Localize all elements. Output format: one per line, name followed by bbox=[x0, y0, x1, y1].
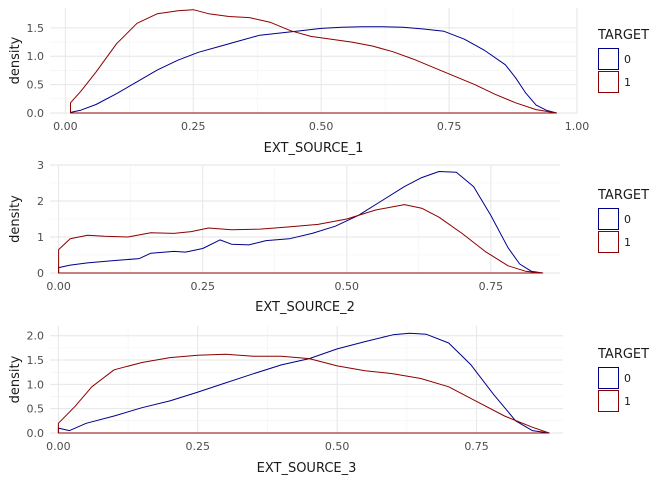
legend-title: TARGET bbox=[597, 28, 649, 43]
legend: TARGET 0 1 bbox=[597, 28, 649, 93]
x-axis-title: EXT_SOURCE_2 bbox=[255, 300, 355, 315]
x-tick-label: 0.25 bbox=[190, 280, 215, 293]
x-tick-label: 0.00 bbox=[46, 440, 71, 453]
legend-title: TARGET bbox=[597, 188, 649, 203]
legend-label: 0 bbox=[624, 53, 631, 66]
x-tick-label: 0.50 bbox=[325, 440, 350, 453]
y-tick-label: 0.0 bbox=[27, 107, 45, 120]
y-axis-title: density bbox=[8, 355, 23, 403]
y-tick-label: 0.5 bbox=[27, 79, 45, 92]
y-tick-label: 2.0 bbox=[27, 330, 45, 343]
panel-3: 0.00 0.25 0.50 0.75 0.0 0.5 1.0 1.5 2.0 EXT_SOURC… bbox=[8, 326, 649, 476]
legend-title: TARGET bbox=[597, 347, 649, 362]
y-tick-label: 0.0 bbox=[27, 427, 45, 440]
legend: TARGET 0 1 bbox=[597, 347, 649, 412]
x-tick-label: 1.00 bbox=[565, 120, 590, 133]
density-curve-target-1 bbox=[58, 204, 544, 274]
legend-label: 1 bbox=[624, 395, 631, 408]
y-axis-title: density bbox=[8, 195, 23, 243]
y-tick-label: 0 bbox=[37, 267, 44, 280]
x-tick-label: 0.25 bbox=[186, 440, 211, 453]
y-tick-label: 1.5 bbox=[27, 22, 45, 35]
density-curve-target-1 bbox=[57, 353, 550, 434]
legend-key-0 bbox=[598, 48, 619, 70]
x-tick-label: 0.50 bbox=[309, 120, 334, 133]
y-axis-title: density bbox=[8, 36, 23, 84]
x-tick-label: 0.00 bbox=[46, 280, 71, 293]
legend-key-0 bbox=[598, 367, 619, 389]
y-tick-label: 3 bbox=[37, 159, 44, 172]
y-tick-label: 1.5 bbox=[27, 354, 45, 367]
legend-key-1 bbox=[598, 231, 619, 253]
panel-2: 0.00 0.25 0.50 0.75 0 1 2 3 EXT_SOURCE_2 density T… bbox=[8, 159, 649, 315]
y-tick-label: 1.0 bbox=[27, 378, 45, 391]
legend-label: 1 bbox=[624, 76, 631, 89]
legend-label: 0 bbox=[624, 372, 631, 385]
legend-key-1 bbox=[598, 71, 619, 93]
legend-label: 0 bbox=[624, 213, 631, 226]
legend: TARGET 0 1 bbox=[597, 188, 649, 253]
x-axis-title: EXT_SOURCE_3 bbox=[257, 461, 357, 476]
panel-1: 0.00 0.25 0.50 0.75 1.00 0.0 0.5 1.0 1.5 EXT_SOUR… bbox=[8, 8, 649, 156]
x-axis-title: EXT_SOURCE_1 bbox=[264, 141, 364, 156]
legend-key-1 bbox=[598, 390, 619, 412]
y-tick-label: 2 bbox=[37, 195, 44, 208]
x-tick-label: 0.25 bbox=[181, 120, 206, 133]
density-curve-target-0 bbox=[70, 26, 557, 114]
density-curve-target-0 bbox=[57, 332, 550, 434]
x-tick-label: 0.00 bbox=[53, 120, 78, 133]
y-tick-label: 1 bbox=[37, 231, 44, 244]
y-tick-label: 0.5 bbox=[27, 403, 45, 416]
x-tick-label: 0.50 bbox=[335, 280, 360, 293]
density-curve-target-0 bbox=[58, 171, 544, 274]
legend-label: 1 bbox=[624, 236, 631, 249]
y-tick-label: 1.0 bbox=[27, 50, 45, 63]
x-tick-label: 0.75 bbox=[437, 120, 462, 133]
density-curve-target-1 bbox=[70, 9, 557, 114]
legend-key-0 bbox=[598, 208, 619, 230]
x-tick-label: 0.75 bbox=[464, 440, 489, 453]
x-tick-label: 0.75 bbox=[479, 280, 504, 293]
